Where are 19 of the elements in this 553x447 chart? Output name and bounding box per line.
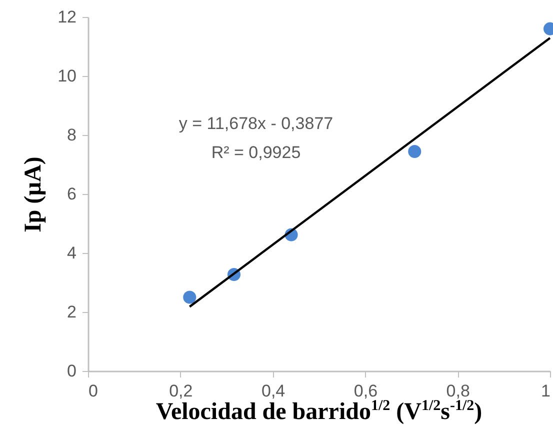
y-tick-label: 12: [58, 8, 76, 26]
x-axis-title: Velocidad de barrido$^{1/2}$ (V$^{1/2}$s$^{-1/2}$): [156, 398, 482, 425]
y-tick-label: 4: [67, 244, 76, 262]
x-tick-label: 0,8: [446, 382, 470, 400]
y-tick-label: 0: [67, 362, 76, 380]
point: [183, 290, 196, 304]
x-tick-label: 0,4: [261, 382, 286, 400]
x-tick-label: 0,2: [169, 382, 193, 400]
y-tick-label: 6: [67, 184, 76, 204]
y-tick-label: 2: [67, 302, 76, 322]
x-tick-label: 0: [88, 382, 98, 400]
x-tick-label: 0,6: [354, 382, 378, 400]
x-tick-label: 1: [541, 382, 550, 400]
y-tick-label: 10: [58, 66, 76, 86]
annotation: y = 11,678x - 0,3877: [178, 114, 334, 133]
y-axis-title: Ip (µA): [20, 156, 47, 232]
y-tick-label: 8: [67, 126, 76, 144]
annotation: R² = 0,9925: [211, 143, 301, 162]
point: [408, 145, 422, 158]
